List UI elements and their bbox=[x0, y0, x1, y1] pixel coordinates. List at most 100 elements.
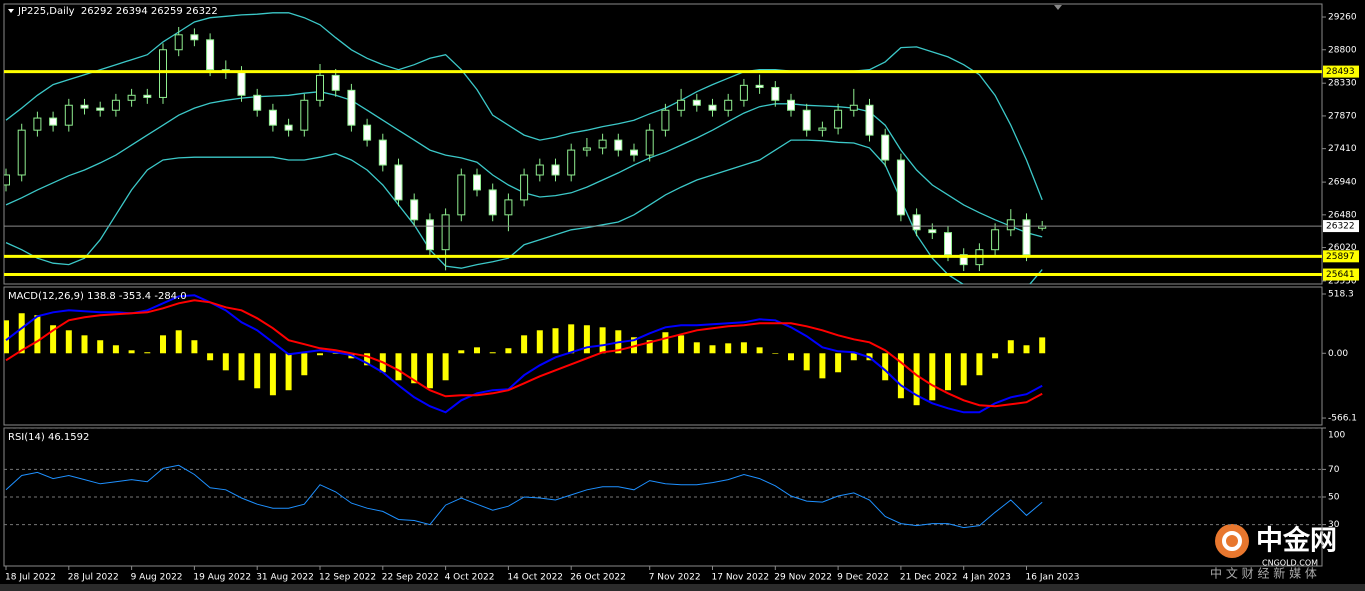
candle-body bbox=[708, 104, 717, 111]
panel-title: RSI(14) 46.1592 bbox=[8, 432, 89, 443]
panel-candlestick bbox=[4, 12, 1322, 284]
y-tick-label: 25550 bbox=[1328, 277, 1357, 287]
candle-body bbox=[535, 164, 544, 176]
candle-body bbox=[253, 94, 262, 111]
band-line bbox=[5, 91, 1043, 238]
macd-bar bbox=[929, 353, 936, 401]
macd-bar bbox=[505, 348, 512, 354]
macd-bar bbox=[128, 350, 135, 354]
y-tick-label: 30 bbox=[1328, 520, 1340, 530]
candle-body bbox=[111, 99, 120, 111]
watermark: 中金网 CNGOLD.COM 中 文 财 经 新 媒 体 bbox=[1210, 524, 1337, 581]
candle-body bbox=[567, 149, 576, 176]
macd-bar bbox=[803, 353, 810, 371]
macd-bar bbox=[835, 353, 842, 373]
macd-bar bbox=[285, 353, 292, 391]
candle-body bbox=[739, 84, 748, 101]
macd-bar bbox=[191, 340, 198, 354]
candle-body bbox=[1022, 219, 1031, 256]
macd-bar bbox=[897, 353, 904, 399]
macd-bar bbox=[175, 330, 182, 354]
x-tick-label: 18 Jul 2022 bbox=[5, 573, 56, 583]
macd-bar bbox=[772, 353, 779, 354]
level-label-box bbox=[1323, 250, 1359, 263]
candle-body bbox=[159, 49, 167, 98]
macd-bar bbox=[662, 332, 669, 354]
x-tick-label: 21 Dec 2022 bbox=[900, 573, 958, 583]
macd-bar bbox=[850, 353, 857, 361]
candle-body bbox=[928, 229, 937, 234]
macd-bar bbox=[269, 353, 276, 396]
macd-bar bbox=[693, 342, 700, 354]
level-label-box bbox=[1323, 65, 1359, 78]
level-label: 25897 bbox=[1326, 252, 1355, 262]
candle-body bbox=[473, 174, 481, 191]
candle-body bbox=[378, 139, 387, 166]
macd-bar bbox=[222, 353, 229, 371]
candle-body bbox=[630, 149, 638, 156]
candle-body bbox=[614, 139, 623, 151]
band-line bbox=[5, 139, 1043, 284]
candle-body bbox=[771, 86, 780, 101]
logo-tagline: 中 文 财 经 新 媒 体 bbox=[1210, 566, 1317, 581]
candle-body bbox=[410, 199, 419, 221]
logo-mark bbox=[1222, 531, 1242, 551]
macd-bar bbox=[81, 335, 88, 354]
macd-bar bbox=[442, 353, 449, 381]
macd-bar bbox=[552, 328, 559, 354]
x-tick-label: 31 Aug 2022 bbox=[256, 573, 314, 583]
y-tick-label: 28330 bbox=[1328, 79, 1357, 89]
candle-body bbox=[64, 104, 73, 126]
x-tick-label: 14 Oct 2022 bbox=[507, 573, 563, 583]
panel-border bbox=[3, 3, 1323, 285]
x-tick-label: 19 Aug 2022 bbox=[193, 573, 251, 583]
candle-body bbox=[677, 99, 686, 111]
y-tick-label: 27870 bbox=[1328, 111, 1357, 121]
candle-body bbox=[551, 164, 560, 176]
candle-body bbox=[206, 39, 215, 71]
candle-body bbox=[347, 89, 356, 126]
candle-body bbox=[174, 34, 183, 51]
candle-body bbox=[49, 117, 58, 126]
macd-bar bbox=[913, 353, 920, 406]
macd-bar bbox=[945, 353, 951, 391]
macd-bar bbox=[1039, 337, 1046, 354]
macd-bar bbox=[678, 335, 685, 354]
macd-bar bbox=[960, 353, 967, 386]
macd-bar bbox=[1023, 345, 1030, 354]
level-label: 28493 bbox=[1326, 67, 1355, 77]
candle-body bbox=[818, 127, 827, 131]
panel-border bbox=[3, 286, 1323, 426]
candle-body bbox=[363, 124, 372, 141]
y-tick-label: 27410 bbox=[1328, 144, 1357, 154]
candle-body bbox=[96, 107, 105, 111]
candle-body bbox=[488, 189, 497, 216]
candle-body bbox=[834, 109, 843, 129]
macd-bar bbox=[882, 353, 889, 381]
x-tick-label: 4 Oct 2022 bbox=[445, 573, 495, 583]
macd-bar bbox=[97, 340, 104, 354]
y-tick-label: -566.1 bbox=[1328, 414, 1357, 424]
shift-marker bbox=[1054, 5, 1062, 10]
macd-bar bbox=[301, 353, 308, 376]
candle-body bbox=[692, 99, 701, 106]
bottom-tab-bar bbox=[0, 584, 1365, 591]
x-tick-label: 17 Nov 2022 bbox=[712, 573, 770, 583]
candle-body bbox=[316, 74, 324, 101]
candle-body bbox=[849, 104, 858, 111]
candle-body bbox=[127, 94, 136, 101]
macd-bar bbox=[756, 347, 763, 354]
y-tick-label: 26940 bbox=[1328, 178, 1357, 188]
macd-bar bbox=[536, 330, 543, 354]
macd-bar bbox=[725, 343, 732, 354]
macd-bar bbox=[160, 335, 166, 354]
candle-body bbox=[881, 134, 890, 161]
x-tick-label: 12 Sep 2022 bbox=[319, 573, 376, 583]
y-tick-label: 70 bbox=[1328, 465, 1340, 475]
last-price-box bbox=[1323, 220, 1359, 233]
macd-bar bbox=[426, 353, 433, 389]
candle-body bbox=[300, 99, 309, 131]
panel-border bbox=[3, 427, 1323, 567]
candle-body bbox=[755, 84, 764, 88]
